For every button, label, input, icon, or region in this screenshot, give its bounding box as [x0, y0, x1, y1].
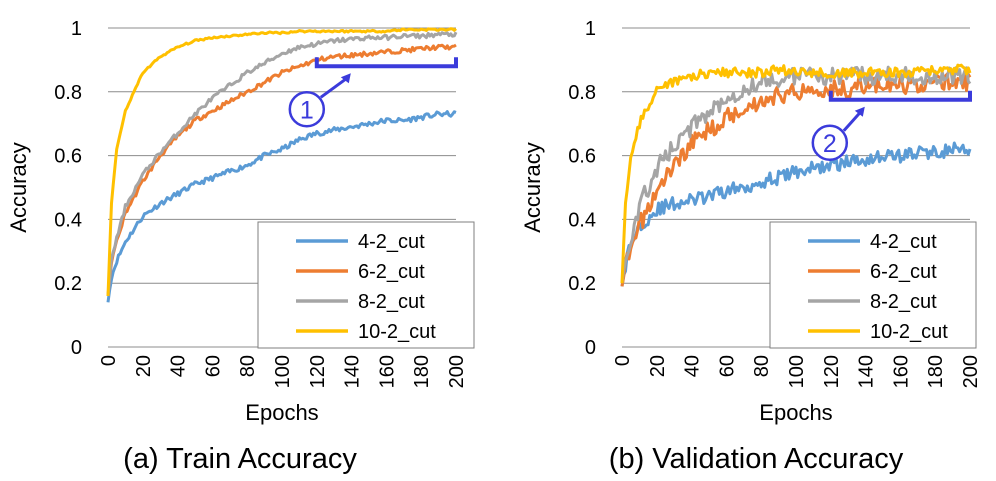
y-tick-label: 1: [71, 18, 82, 40]
series-line-10-2_cut: [106, 27, 457, 297]
x-tick-label: 60: [202, 355, 224, 377]
x-tick-label: 180: [925, 355, 947, 388]
x-tick-label: 180: [411, 355, 433, 388]
legend-label: 8-2_cut: [870, 291, 937, 313]
x-tick-label: 100: [786, 355, 808, 388]
chart-validation-accuracy: 0 0.2 0.4 0.6 0.8 1 0 20 40 60 80 100 120 140 160 180 20…: [520, 18, 982, 425]
annotation-arrowhead: [854, 106, 865, 117]
annotation-label: 2: [823, 130, 837, 158]
legend-label: 8-2_cut: [358, 291, 425, 313]
legend-box: [257, 221, 475, 349]
x-tick-label: 40: [682, 355, 704, 377]
y-axis-title: Accuracy: [6, 142, 31, 232]
annotation-bracket: [314, 57, 458, 69]
x-tick-label: 80: [751, 355, 773, 377]
y-tick-label: 0.8: [54, 82, 82, 104]
legend-label: 6-2_cut: [358, 261, 425, 283]
x-axis-title: Epochs: [759, 400, 832, 425]
legend-label: 10-2_cut: [358, 321, 436, 343]
annotation-bracket: [828, 90, 972, 102]
y-tick-label: 0.4: [568, 209, 596, 231]
x-tick-label: 20: [133, 355, 155, 377]
annotation-label: 1: [300, 96, 314, 124]
y-tick-label: 0.2: [54, 273, 82, 295]
legend-label: 4-2_cut: [358, 231, 425, 253]
annotation-marker: [811, 124, 849, 162]
annotation-arrow: [319, 77, 348, 99]
x-tick-label: 200: [446, 355, 468, 388]
y-tick-label: 0.4: [54, 209, 82, 231]
legend-label: 6-2_cut: [870, 261, 937, 283]
x-tick-label: 0: [612, 355, 634, 366]
x-tick-label: 60: [716, 355, 738, 377]
legend-label: 4-2_cut: [870, 231, 937, 253]
annotation-marker: [288, 91, 326, 128]
series-line-4-2_cut: [620, 141, 972, 287]
y-tick-label: 0: [585, 337, 596, 359]
x-tick-label: 160: [890, 355, 912, 388]
x-tick-label: 160: [376, 355, 398, 388]
legend-box: [769, 221, 977, 349]
y-tick-label: 0.8: [568, 82, 596, 104]
x-axis-title: Epochs: [245, 400, 318, 425]
x-tick-label: 200: [960, 355, 982, 388]
caption-validation-accuracy: (b) Validation Accuracy: [609, 443, 904, 475]
y-tick-label: 0: [71, 337, 82, 359]
series-line-4-2_cut: [106, 110, 457, 303]
annotation-arrowhead: [340, 73, 351, 84]
x-tick-label: 80: [237, 355, 259, 377]
x-tick-label: 120: [307, 355, 329, 388]
y-tick-label: 0.6: [54, 146, 82, 168]
caption-train-accuracy: (a) Train Accuracy: [123, 443, 357, 475]
x-tick-label: 120: [821, 355, 843, 388]
annotation-arrow: [842, 110, 862, 132]
x-tick-label: 140: [856, 355, 878, 388]
chart-train-accuracy: 0 0.2 0.4 0.6 0.8 1 0 20 40 60 80 100 120 140 160 180 20…: [6, 18, 475, 425]
series-line-10-2_cut: [620, 63, 972, 284]
y-tick-label: 0.2: [568, 273, 596, 295]
y-axis-title: Accuracy: [520, 142, 545, 232]
x-tick-label: 40: [168, 355, 190, 377]
legend-label: 10-2_cut: [870, 321, 948, 343]
x-tick-label: 20: [647, 355, 669, 377]
x-tick-label: 140: [342, 355, 364, 388]
x-tick-label: 100: [272, 355, 294, 388]
y-tick-label: 0.6: [568, 146, 596, 168]
x-tick-label: 0: [98, 355, 120, 366]
y-tick-label: 1: [585, 18, 596, 40]
series-line-8-2_cut: [106, 31, 458, 297]
